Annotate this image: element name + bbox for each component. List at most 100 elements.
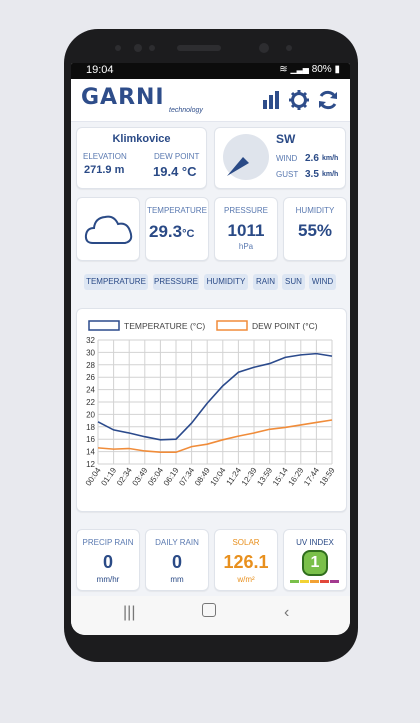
y-tick-label: 20 (86, 410, 95, 419)
app-content: GARNI technology Klimkovice ELEVATION 27… (71, 79, 350, 596)
temperature-reading: 29.3°C (149, 222, 194, 242)
uv-scale-segment (290, 580, 299, 583)
uv-index-card: UV INDEX 1 (283, 529, 347, 591)
uv-scale-segment (300, 580, 309, 583)
wind-unit: km/h (322, 155, 339, 162)
pressure-unit: hPa (238, 242, 254, 251)
tab-humidity[interactable]: HUMIDITY (204, 274, 248, 290)
chart-lines (97, 352, 333, 454)
back-button[interactable]: ‹ (284, 604, 290, 621)
wind-card: SW WIND 2.6 km/h GUST 3.5 km/h (214, 127, 346, 189)
home-button[interactable] (202, 603, 216, 617)
sensor-dot (134, 44, 142, 52)
y-tick-label: 14 (86, 448, 95, 457)
legend-label: TEMPERATURE (°C) (124, 321, 205, 331)
x-tick-label: 02:34 (115, 466, 134, 488)
front-camera (259, 43, 269, 53)
uv-scale (290, 580, 340, 583)
daily-unit: mm (170, 575, 184, 584)
status-bar: 19:04 ≋ ▁▃▅ 80% ▮ (71, 63, 350, 79)
solar-label: SOLAR (232, 538, 260, 547)
phone-top-bezel (64, 29, 358, 65)
x-tick-label: 12:39 (240, 466, 259, 488)
x-tick-label: 03:49 (131, 466, 150, 488)
wind-compass-icon (223, 134, 269, 180)
daily-label: DAILY RAIN (155, 538, 199, 547)
temperature-series-line (97, 352, 333, 441)
x-tick-label: 17:44 (302, 466, 321, 488)
battery-icon: ▮ (334, 64, 340, 75)
temperature-card: TEMPERATURE 29.3°C (145, 197, 209, 261)
cloud-icon (84, 215, 133, 244)
y-tick-label: 30 (86, 348, 95, 357)
pressure-card: PRESSURE 1011 hPa (214, 197, 278, 261)
elevation-value: 271.9 m (84, 164, 125, 176)
precip-rain-card: PRECIP RAIN 0 mm/hr (76, 529, 140, 591)
x-axis-ticks: 00:0401:1902:3403:4905:0406:1907:3408:49… (84, 466, 337, 488)
bar-chart-icon[interactable] (260, 89, 282, 111)
garni-logo: GARNI (81, 85, 165, 110)
humidity-card: HUMIDITY 55% (283, 197, 347, 261)
signal-icon: ▁▃▅ (290, 65, 309, 74)
speaker-grille (177, 45, 221, 51)
uv-scale-segment (320, 580, 329, 583)
y-tick-label: 24 (86, 386, 95, 395)
solar-value: 126.1 (223, 552, 269, 572)
sensor-dot (149, 45, 155, 51)
precip-value: 0 (102, 552, 113, 572)
x-tick-label: 06:19 (162, 466, 181, 488)
tab-wind[interactable]: WIND (309, 274, 336, 290)
humidity-value: 55% (297, 221, 333, 240)
temperature-chart: TEMPERATURE (°C) DEW POINT (°C) 12 14 16 18 2… (84, 320, 337, 488)
x-tick-label: 16:29 (287, 466, 306, 488)
uv-value: 1 (310, 554, 320, 571)
daily-rain-card: DAILY RAIN 0 mm (145, 529, 209, 591)
sensor-dot (115, 45, 121, 51)
pressure-value: 1011 (227, 221, 265, 240)
elevation-label: ELEVATION (83, 152, 127, 161)
y-tick-label: 18 (86, 423, 95, 432)
solar-card: SOLAR 126.1 w/m² (214, 529, 278, 591)
x-tick-label: 08:49 (193, 466, 212, 488)
wifi-icon: ≋ (279, 64, 288, 75)
chart-card: TEMPERATURE (°C) DEW POINT (°C) 12 14 16 18 2… (76, 308, 347, 512)
pressure-label: PRESSURE (223, 206, 268, 215)
sensor-dot (286, 45, 292, 51)
tab-temperature[interactable]: TEMPERATURE (84, 274, 148, 290)
battery-percent: 80% (311, 64, 332, 75)
x-tick-label: 07:34 (177, 466, 196, 488)
android-nav-bar: ||| ‹ (71, 596, 350, 635)
dewpoint-series-line (97, 419, 333, 454)
wind-direction: SW (276, 132, 296, 146)
legend-swatch (88, 320, 120, 331)
chart-grid (97, 339, 333, 465)
y-tick-label: 26 (86, 373, 95, 382)
location-card: Klimkovice ELEVATION 271.9 m DEW POINT 1… (76, 127, 207, 189)
dewpoint-value: 19.4 °C (153, 164, 197, 179)
chart-legend: TEMPERATURE (°C) DEW POINT (°C) (88, 320, 318, 331)
tab-sun[interactable]: SUN (282, 274, 305, 290)
x-tick-label: 10:04 (209, 466, 228, 488)
gear-icon[interactable] (288, 89, 310, 111)
tab-pressure[interactable]: PRESSURE (153, 274, 199, 290)
status-time: 19:04 (86, 64, 114, 76)
status-icons: ≋ ▁▃▅ 80% ▮ (279, 64, 340, 75)
temperature-unit: °C (182, 228, 195, 240)
gust-unit: km/h (322, 171, 339, 178)
x-tick-label: 01:19 (99, 466, 118, 488)
y-axis-ticks: 12 14 16 18 20 22 24 26 28 30 32 (86, 336, 95, 469)
tab-rain[interactable]: RAIN (253, 274, 278, 290)
recent-apps-button[interactable]: ||| (123, 604, 136, 621)
wind-value: 2.6 (305, 153, 319, 164)
gust-value: 3.5 (305, 169, 319, 180)
humidity-label: HUMIDITY (295, 206, 335, 215)
wind-label: WIND (276, 154, 298, 163)
refresh-icon[interactable] (317, 89, 339, 111)
y-tick-label: 22 (86, 398, 95, 407)
precip-label: PRECIP RAIN (82, 538, 134, 547)
temperature-label: TEMPERATURE (147, 206, 207, 215)
solar-unit: w/m² (237, 575, 255, 584)
gust-label: GUST (276, 170, 299, 179)
uv-scale-segment (310, 580, 319, 583)
y-tick-label: 28 (86, 361, 95, 370)
